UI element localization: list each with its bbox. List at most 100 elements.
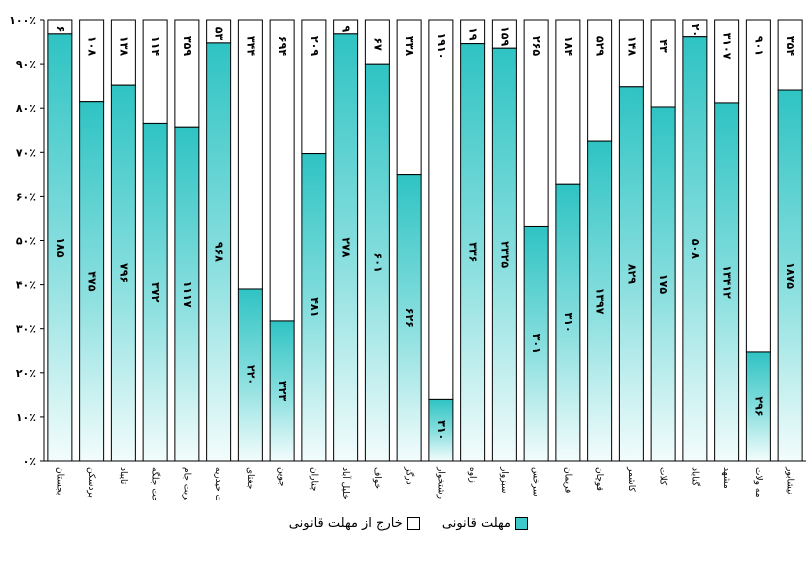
data-label-legal: ۱۸۵ [54, 237, 67, 257]
data-label-legal: ۲۳۲۵ [498, 241, 511, 268]
bar-legal-24 [777, 89, 803, 462]
data-label-legal: ۳۱۰ [562, 313, 575, 333]
category-label: نیشابور [785, 466, 795, 495]
y-tick-label: ۶۰٪ [16, 190, 36, 203]
category-label: فریمان [562, 467, 572, 493]
data-label-overdue: ۳۵۹ [181, 36, 194, 56]
bar-overdue-9 [301, 19, 327, 155]
category-label: زاوه [467, 467, 477, 483]
category-label: کاشمر [626, 466, 636, 492]
bar-legal-6 [206, 42, 232, 462]
data-label-overdue: ۱۰۸ [86, 36, 99, 56]
data-label-legal: ۶۲۶ [403, 308, 416, 328]
legend-label-overdue: خارج از مهلت قانونی [288, 516, 403, 531]
y-tick-label: ۷۰٪ [16, 146, 36, 159]
category-label: تربت حیدریه [213, 467, 223, 500]
category-label: بردسکن [86, 467, 96, 498]
y-tick-label: ۲۰٪ [16, 367, 36, 380]
data-label-legal: ۱۷۵ [657, 274, 670, 294]
legend-swatch-overdue [406, 517, 420, 530]
data-label-legal: ۳۲۳ [276, 381, 289, 401]
y-tick-label: ۹۰٪ [16, 58, 36, 71]
bar-overdue-23 [745, 19, 771, 353]
bar-legal-5 [174, 126, 200, 462]
data-label-overdue: ۴۳ [657, 39, 670, 53]
data-label-overdue: ۱۵۹ [498, 26, 511, 46]
y-tick-label: ۴۰٪ [16, 279, 36, 292]
data-label-overdue: ۵۳ [213, 27, 226, 41]
data-label-legal: ۶۰۱ [371, 253, 384, 273]
bar-overdue-7 [237, 19, 263, 290]
legend-item-overdue: خارج از مهلت قانونی [289, 516, 420, 531]
data-label-overdue: ۲۰۹ [308, 36, 321, 56]
bar-overdue-3 [110, 19, 136, 86]
data-label-legal: ۲۲۰ [244, 365, 257, 385]
bar-overdue-8 [269, 19, 295, 322]
data-label-legal: ۴۸۱ [308, 297, 321, 317]
x-axis-labels: بجستان بردسکن تایباد تحت جلگه تربت جام تربت ح… [54, 466, 794, 500]
bar-legal-7 [237, 288, 263, 462]
data-label-legal: ۴۷۵ [86, 271, 99, 291]
bar-legal-18 [587, 140, 613, 462]
y-tick-label: ۰٪ [23, 455, 36, 468]
category-label: جوین [277, 467, 287, 487]
category-label: سبزوار [499, 466, 509, 493]
bar-legal-1 [47, 33, 73, 462]
bar-overdue-12 [396, 19, 422, 176]
category-label: سرخس [531, 467, 541, 497]
data-label-legal: ۳۰۱ [530, 334, 543, 354]
bars-group: ۶ ۱۸۵ ۱۰۸ ۴۷۵ ۱۳۸ ۷۹۶ ۱۱۴ ۳۷۲ ۳۵۹ ۱۱۱۷ ۵۳ ۹۶۸ ۳۴۴ ۲۲۰… [47, 19, 803, 462]
category-label: چناران [308, 467, 318, 491]
data-label-legal: ۵۰۸ [689, 239, 702, 259]
bar-overdue-15 [491, 19, 517, 49]
data-label-overdue: ۱۹ [467, 27, 480, 41]
bar-overdue-13 [428, 19, 454, 400]
data-label-overdue: ۱۳۸ [117, 36, 130, 56]
bar-legal-8 [269, 320, 295, 462]
data-label-overdue: ۶ [54, 26, 67, 33]
legend-item-legal: مهلت قانونی [442, 516, 528, 531]
bar-legal-9 [301, 153, 327, 462]
bar-overdue-11 [364, 19, 390, 65]
bar-overdue-24 [777, 19, 803, 91]
data-label-overdue: ۲۰ [689, 24, 702, 37]
bar-legal-11 [364, 63, 390, 462]
bar-overdue-19 [618, 19, 644, 88]
bar-legal-16 [523, 225, 549, 462]
bar-legal-12 [396, 174, 422, 462]
data-label-legal: ۳۳۶ [467, 242, 480, 262]
bar-legal-19 [618, 86, 644, 462]
data-label-legal: ۹۶۸ [213, 242, 226, 262]
bar-overdue-5 [174, 19, 200, 128]
data-label-overdue: ۶۷ [371, 37, 384, 51]
data-label-legal: ۸۲۹ [625, 264, 638, 284]
bar-overdue-18 [587, 19, 613, 142]
category-label: رشتخوار [435, 466, 445, 499]
stacked-bar-chart: ۰٪ ۱۰٪ ۲۰٪ ۳۰٪ ۴۰٪ ۵۰٪ ۶۰٪ ۷۰٪ ۸۰٪ ۹۰٪ ۱۰۰٪ ۶ ۱۸۵ ۱۰… [9, 14, 806, 500]
bar-overdue-16 [523, 19, 549, 227]
data-label-legal: ۳۱۰ [435, 420, 448, 440]
category-label: تایباد [118, 467, 128, 485]
data-label-overdue: ۳۱۰۷ [721, 33, 734, 60]
y-tick-label: ۵۰٪ [16, 235, 36, 248]
category-label: تربت جام [181, 467, 191, 500]
bar-legal-15 [491, 47, 517, 462]
legend: مهلت قانونی خارج از مهلت قانونی [228, 516, 528, 536]
category-label: مه ولات [753, 467, 763, 498]
bar-overdue-2 [79, 19, 105, 103]
data-label-legal: ۳۷۲ [149, 282, 162, 302]
bar-legal-13 [428, 398, 454, 462]
category-label: گناباد [689, 467, 701, 487]
bar-legal-21 [682, 36, 708, 462]
data-label-overdue: ۳۴۴ [244, 36, 257, 56]
data-label-overdue: ۲۶۵ [530, 36, 543, 56]
data-label-legal: ۱۳۴۱۲ [721, 265, 734, 299]
y-tick-label: ۳۰٪ [16, 323, 36, 336]
data-label-legal: ۲۷۸ [340, 237, 353, 257]
data-label-overdue: ۶۹۴ [276, 36, 289, 56]
category-label: خواف [372, 467, 382, 489]
bar-legal-23 [745, 351, 771, 462]
y-tick-label: ۸۰٪ [16, 102, 36, 115]
data-label-overdue: ۱۸۴ [562, 36, 575, 56]
legend-label-legal: مهلت قانونی [441, 516, 511, 531]
